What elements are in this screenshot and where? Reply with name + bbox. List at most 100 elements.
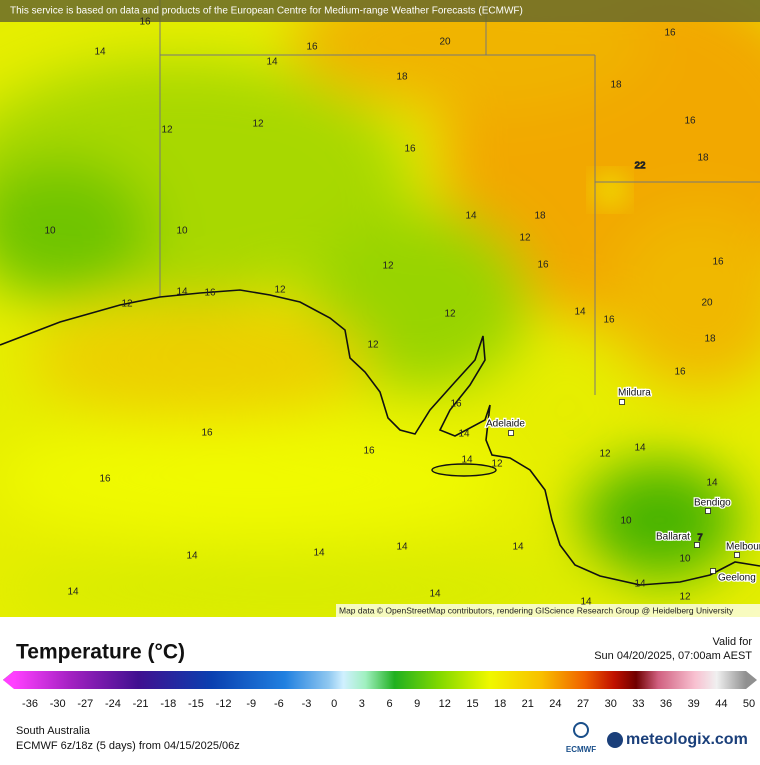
valid-time: Sun 04/20/2025, 07:00am AEST <box>594 650 752 662</box>
colorbar-tick-label: 0 <box>331 698 337 710</box>
colorbar-tick-label: 30 <box>605 698 617 710</box>
contour-label: 16 <box>404 144 416 155</box>
contour-label: 18 <box>704 334 716 345</box>
contour-label: 20 <box>701 298 713 309</box>
city-name: Mildura <box>618 388 651 399</box>
valid-label: Valid for <box>712 636 752 648</box>
contour-label: 10 <box>176 226 188 237</box>
coastline <box>0 289 760 586</box>
colorbar-tick-label: -36 <box>22 698 38 710</box>
contour-label: 7 <box>697 533 703 544</box>
contour-label: 16 <box>306 42 318 53</box>
colorbar-tick-label: -18 <box>160 698 176 710</box>
contour-label: 14 <box>176 287 188 298</box>
contour-label: 20 <box>439 37 451 48</box>
ecmwf-logo: ECMWF <box>566 745 596 754</box>
colorbar-tick-label: 50 <box>743 698 755 710</box>
banner-bg <box>0 0 760 22</box>
contour-label: 14 <box>313 548 325 559</box>
kangaroo-island <box>431 463 497 477</box>
city-name: Adelaide <box>486 419 525 430</box>
contour-label: 10 <box>679 554 691 565</box>
contour-label: 12 <box>491 459 503 470</box>
city-marker <box>619 399 625 405</box>
contour-label: 14 <box>634 579 646 590</box>
contour-label: 16 <box>204 288 216 299</box>
city-name: Ballarat <box>656 532 690 543</box>
colorbar-tick-label: 15 <box>466 698 478 710</box>
contour-label: 18 <box>534 211 546 222</box>
contour-label: 14 <box>429 589 441 600</box>
colorbar-tick-label: 39 <box>688 698 700 710</box>
contour-label: 14 <box>94 47 106 58</box>
contour-label: 14 <box>67 587 79 598</box>
colorbar-tick-label: 21 <box>522 698 534 710</box>
city-name: Melbourne <box>726 542 760 553</box>
contour-label: 16 <box>139 17 151 28</box>
colorbar-tick-label: -3 <box>302 698 312 710</box>
colorbar-tick-label: 12 <box>439 698 451 710</box>
colorbar-tick-label: -15 <box>188 698 204 710</box>
colorbar-tick-label: 24 <box>549 698 561 710</box>
colorbar-tick-label: 6 <box>386 698 392 710</box>
contour-label: 12 <box>367 340 379 351</box>
contour-label: 14 <box>186 551 198 562</box>
contour-label: 16 <box>450 399 462 410</box>
contour-label: 14 <box>458 429 470 440</box>
city-name: Bendigo <box>694 498 731 509</box>
contour-label: 12 <box>444 309 456 320</box>
colorbar-tick-label: 9 <box>414 698 420 710</box>
contour-label: 14 <box>580 597 592 608</box>
contour-label: 14 <box>461 455 473 466</box>
region: South Australia <box>16 725 91 737</box>
contour-label: 14 <box>465 211 477 222</box>
city-marker <box>694 542 700 548</box>
city-marker <box>710 568 716 574</box>
attribution: Map data © OpenStreetMap contributors, r… <box>339 605 734 615</box>
contour-label: 12 <box>679 592 691 603</box>
model-info: ECMWF 6z/18z (5 days) from 04/15/2025/06… <box>16 740 240 752</box>
contour-label: 14 <box>574 307 586 318</box>
contour-label: 16 <box>99 474 111 485</box>
brand: meteologix.com <box>626 731 748 748</box>
colorbar-tick-label: -9 <box>246 698 256 710</box>
contour-label: 18 <box>396 72 408 83</box>
colorbar-arrow-right <box>746 671 757 689</box>
ecmwf-icon <box>573 722 589 738</box>
map: This service is based on data and produc… <box>0 0 760 617</box>
contour-label: 18 <box>610 80 622 91</box>
brand-icon <box>607 732 623 748</box>
legend-title: Temperature (°C) <box>16 641 185 664</box>
contour-label: 16 <box>603 315 615 326</box>
colorbar-tick-label: -21 <box>133 698 149 710</box>
colorbar-tick-label: 44 <box>715 698 727 710</box>
colorbar-tick-label: -24 <box>105 698 121 710</box>
colorbar-tick-label: 36 <box>660 698 672 710</box>
colorbar-tick-label: -6 <box>274 698 284 710</box>
attribution-bg <box>336 604 760 617</box>
colorbar-tick-label: -30 <box>50 698 66 710</box>
contour-label: 16 <box>664 28 676 39</box>
banner: This service is based on data and produc… <box>10 6 523 17</box>
contour-label: 16 <box>712 257 724 268</box>
contour-label: 14 <box>396 542 408 553</box>
contour-label: 12 <box>121 299 133 310</box>
contour-label: 10 <box>620 516 632 527</box>
colorbar <box>14 671 746 689</box>
colorbar-tick-label: 27 <box>577 698 589 710</box>
colorbar-arrow-left <box>3 671 14 689</box>
contour-label: 16 <box>684 116 696 127</box>
contour-label: 12 <box>161 125 173 136</box>
city-marker <box>508 430 514 436</box>
contour-label: 16 <box>363 446 375 457</box>
contour-label: 14 <box>706 478 718 489</box>
contour-label: 14 <box>512 542 524 553</box>
colorbar-tick-label: 33 <box>632 698 644 710</box>
contour-label: 22 <box>634 161 646 172</box>
colorbar-tick-label: 18 <box>494 698 506 710</box>
city-name: Geelong <box>718 573 756 584</box>
contour-label: 16 <box>674 367 686 378</box>
contour-label: 18 <box>697 153 709 164</box>
city-marker <box>705 508 711 514</box>
